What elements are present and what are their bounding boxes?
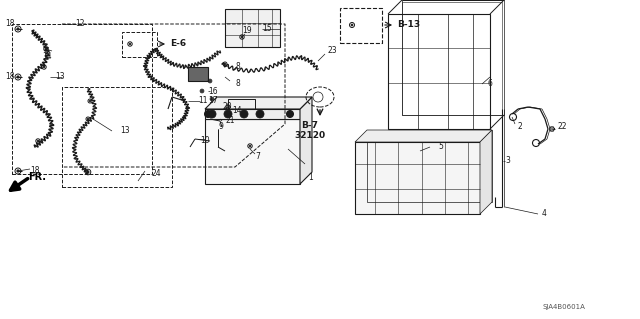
Bar xyxy=(205,119,300,184)
Text: B-13: B-13 xyxy=(397,20,420,29)
Circle shape xyxy=(256,110,264,118)
Bar xyxy=(402,2,502,115)
Text: 12: 12 xyxy=(75,19,84,28)
Polygon shape xyxy=(355,130,492,142)
Text: 21: 21 xyxy=(225,116,234,125)
Text: 13: 13 xyxy=(120,127,130,136)
Bar xyxy=(12,24,152,174)
Bar xyxy=(225,9,280,47)
Circle shape xyxy=(43,66,45,68)
Text: E-6: E-6 xyxy=(170,40,186,48)
Text: 4: 4 xyxy=(542,210,547,219)
Circle shape xyxy=(224,63,226,65)
Text: 7: 7 xyxy=(255,152,260,161)
Circle shape xyxy=(45,48,47,50)
Bar xyxy=(205,109,300,119)
Text: 5: 5 xyxy=(438,143,443,152)
Circle shape xyxy=(17,76,19,78)
Circle shape xyxy=(129,43,131,45)
Circle shape xyxy=(240,110,248,118)
Polygon shape xyxy=(480,130,492,214)
Circle shape xyxy=(217,106,219,108)
Circle shape xyxy=(209,80,211,82)
Text: 9: 9 xyxy=(218,122,223,131)
Text: 2: 2 xyxy=(518,122,523,131)
Text: 24: 24 xyxy=(152,169,162,179)
Circle shape xyxy=(211,98,212,100)
Text: 14: 14 xyxy=(42,53,52,62)
Circle shape xyxy=(201,90,203,92)
Circle shape xyxy=(89,100,91,102)
Text: 3: 3 xyxy=(505,157,510,166)
Circle shape xyxy=(17,170,19,172)
Text: 8: 8 xyxy=(235,79,240,88)
Circle shape xyxy=(224,110,232,118)
Bar xyxy=(340,8,382,43)
Circle shape xyxy=(17,28,19,30)
Text: FR.: FR. xyxy=(28,172,46,182)
Text: 1: 1 xyxy=(308,173,313,182)
Bar xyxy=(188,67,208,81)
Text: 18: 18 xyxy=(5,72,15,81)
Text: 23: 23 xyxy=(328,47,338,56)
Text: 32120: 32120 xyxy=(294,131,326,140)
Bar xyxy=(122,32,157,57)
Circle shape xyxy=(87,171,89,173)
Circle shape xyxy=(205,110,211,117)
Text: 10: 10 xyxy=(200,137,210,145)
Text: 15: 15 xyxy=(262,25,271,33)
Polygon shape xyxy=(205,97,312,109)
Text: 8: 8 xyxy=(235,63,240,71)
Bar xyxy=(367,130,492,202)
Text: 17: 17 xyxy=(208,97,218,106)
Text: 6: 6 xyxy=(488,79,493,88)
Circle shape xyxy=(249,145,251,147)
Bar xyxy=(402,0,504,115)
Bar xyxy=(62,87,172,187)
Circle shape xyxy=(87,118,89,120)
Text: B-7: B-7 xyxy=(301,122,319,130)
Text: 16: 16 xyxy=(208,86,218,95)
Circle shape xyxy=(37,140,39,142)
Text: 18: 18 xyxy=(30,167,40,175)
Text: 18: 18 xyxy=(5,19,15,28)
Circle shape xyxy=(351,24,353,26)
Text: 20: 20 xyxy=(222,102,232,112)
Circle shape xyxy=(249,148,251,150)
Bar xyxy=(388,14,490,129)
Polygon shape xyxy=(300,97,312,184)
Circle shape xyxy=(287,110,294,117)
Circle shape xyxy=(208,110,216,118)
Text: 14: 14 xyxy=(232,107,242,115)
Text: 19: 19 xyxy=(242,26,252,35)
Text: SJA4B0601A: SJA4B0601A xyxy=(542,304,585,310)
Bar xyxy=(355,142,480,214)
Circle shape xyxy=(241,36,243,38)
Text: 22: 22 xyxy=(558,122,568,131)
Text: 13: 13 xyxy=(55,72,65,81)
Text: 11: 11 xyxy=(198,97,207,106)
